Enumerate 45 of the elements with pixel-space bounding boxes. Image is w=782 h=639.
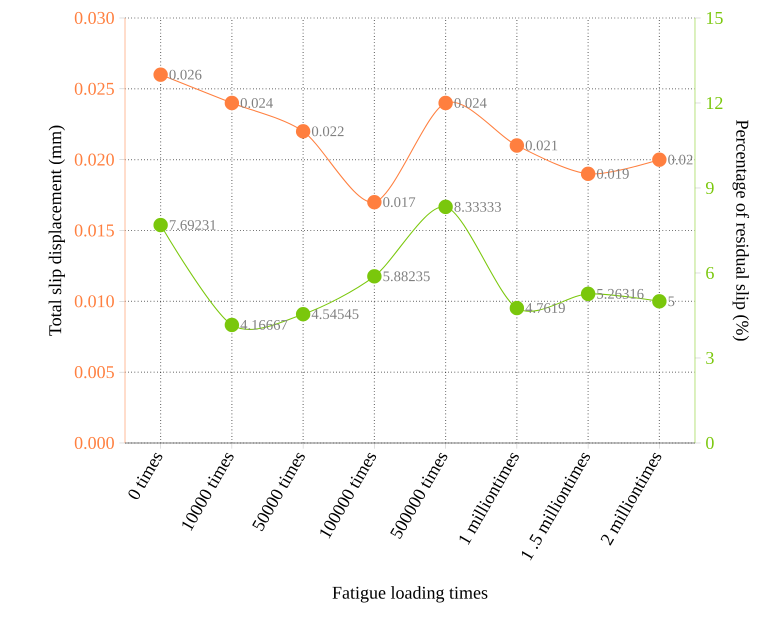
point [367,194,382,210]
y-tick-label: 0.020 [74,154,114,166]
data-label: 0.024 [454,98,487,108]
y2-tick-label: 6 [706,266,714,280]
point [438,96,453,110]
y2-tick-label: 15 [706,12,723,24]
data-label: 0.019 [596,168,629,179]
data-label: 5.88235 [384,271,430,282]
point [224,318,240,332]
y2-tick-label: 9 [706,182,714,194]
y2-tick-label: 0 [706,436,714,450]
y-tick-label: 0.030 [74,12,114,24]
point [296,306,310,322]
data-label: 0.024 [240,98,273,108]
data-label: 7.69231 [170,220,216,230]
point [580,286,596,302]
data-label: 8.33333 [454,202,501,212]
data-label: 0.026 [169,70,202,80]
point [153,67,168,82]
data-label: 0.02 [668,154,692,165]
point [510,138,524,153]
y-tick-label: 0.000 [74,436,114,450]
y-tick-label: 0.025 [74,82,114,95]
x-axis-title: Fatigue loading times [332,586,488,603]
data-label: 0.022 [312,126,344,136]
point [652,294,667,309]
data-label: 4.54545 [312,309,358,320]
y2-tick-label: 12 [706,97,722,109]
y2-axis-title: Percentage of residual slip (%) [732,120,750,341]
point [652,152,667,167]
point [224,96,240,110]
point [153,218,168,232]
y2-tick-label: 3 [706,352,714,364]
data-label: 5 [668,296,674,306]
y-tick-label: 0.015 [74,224,114,237]
point [510,300,524,316]
point [580,166,596,182]
y-axis-title: Total slip displacement (mm) [48,126,65,336]
data-label: 0.017 [383,197,416,208]
point [367,269,382,284]
point [438,200,453,214]
y-tick-label: 0.005 [74,366,114,378]
point [296,124,310,139]
data-label: 0.021 [526,140,558,150]
y-tick-label: 0.010 [74,295,114,308]
